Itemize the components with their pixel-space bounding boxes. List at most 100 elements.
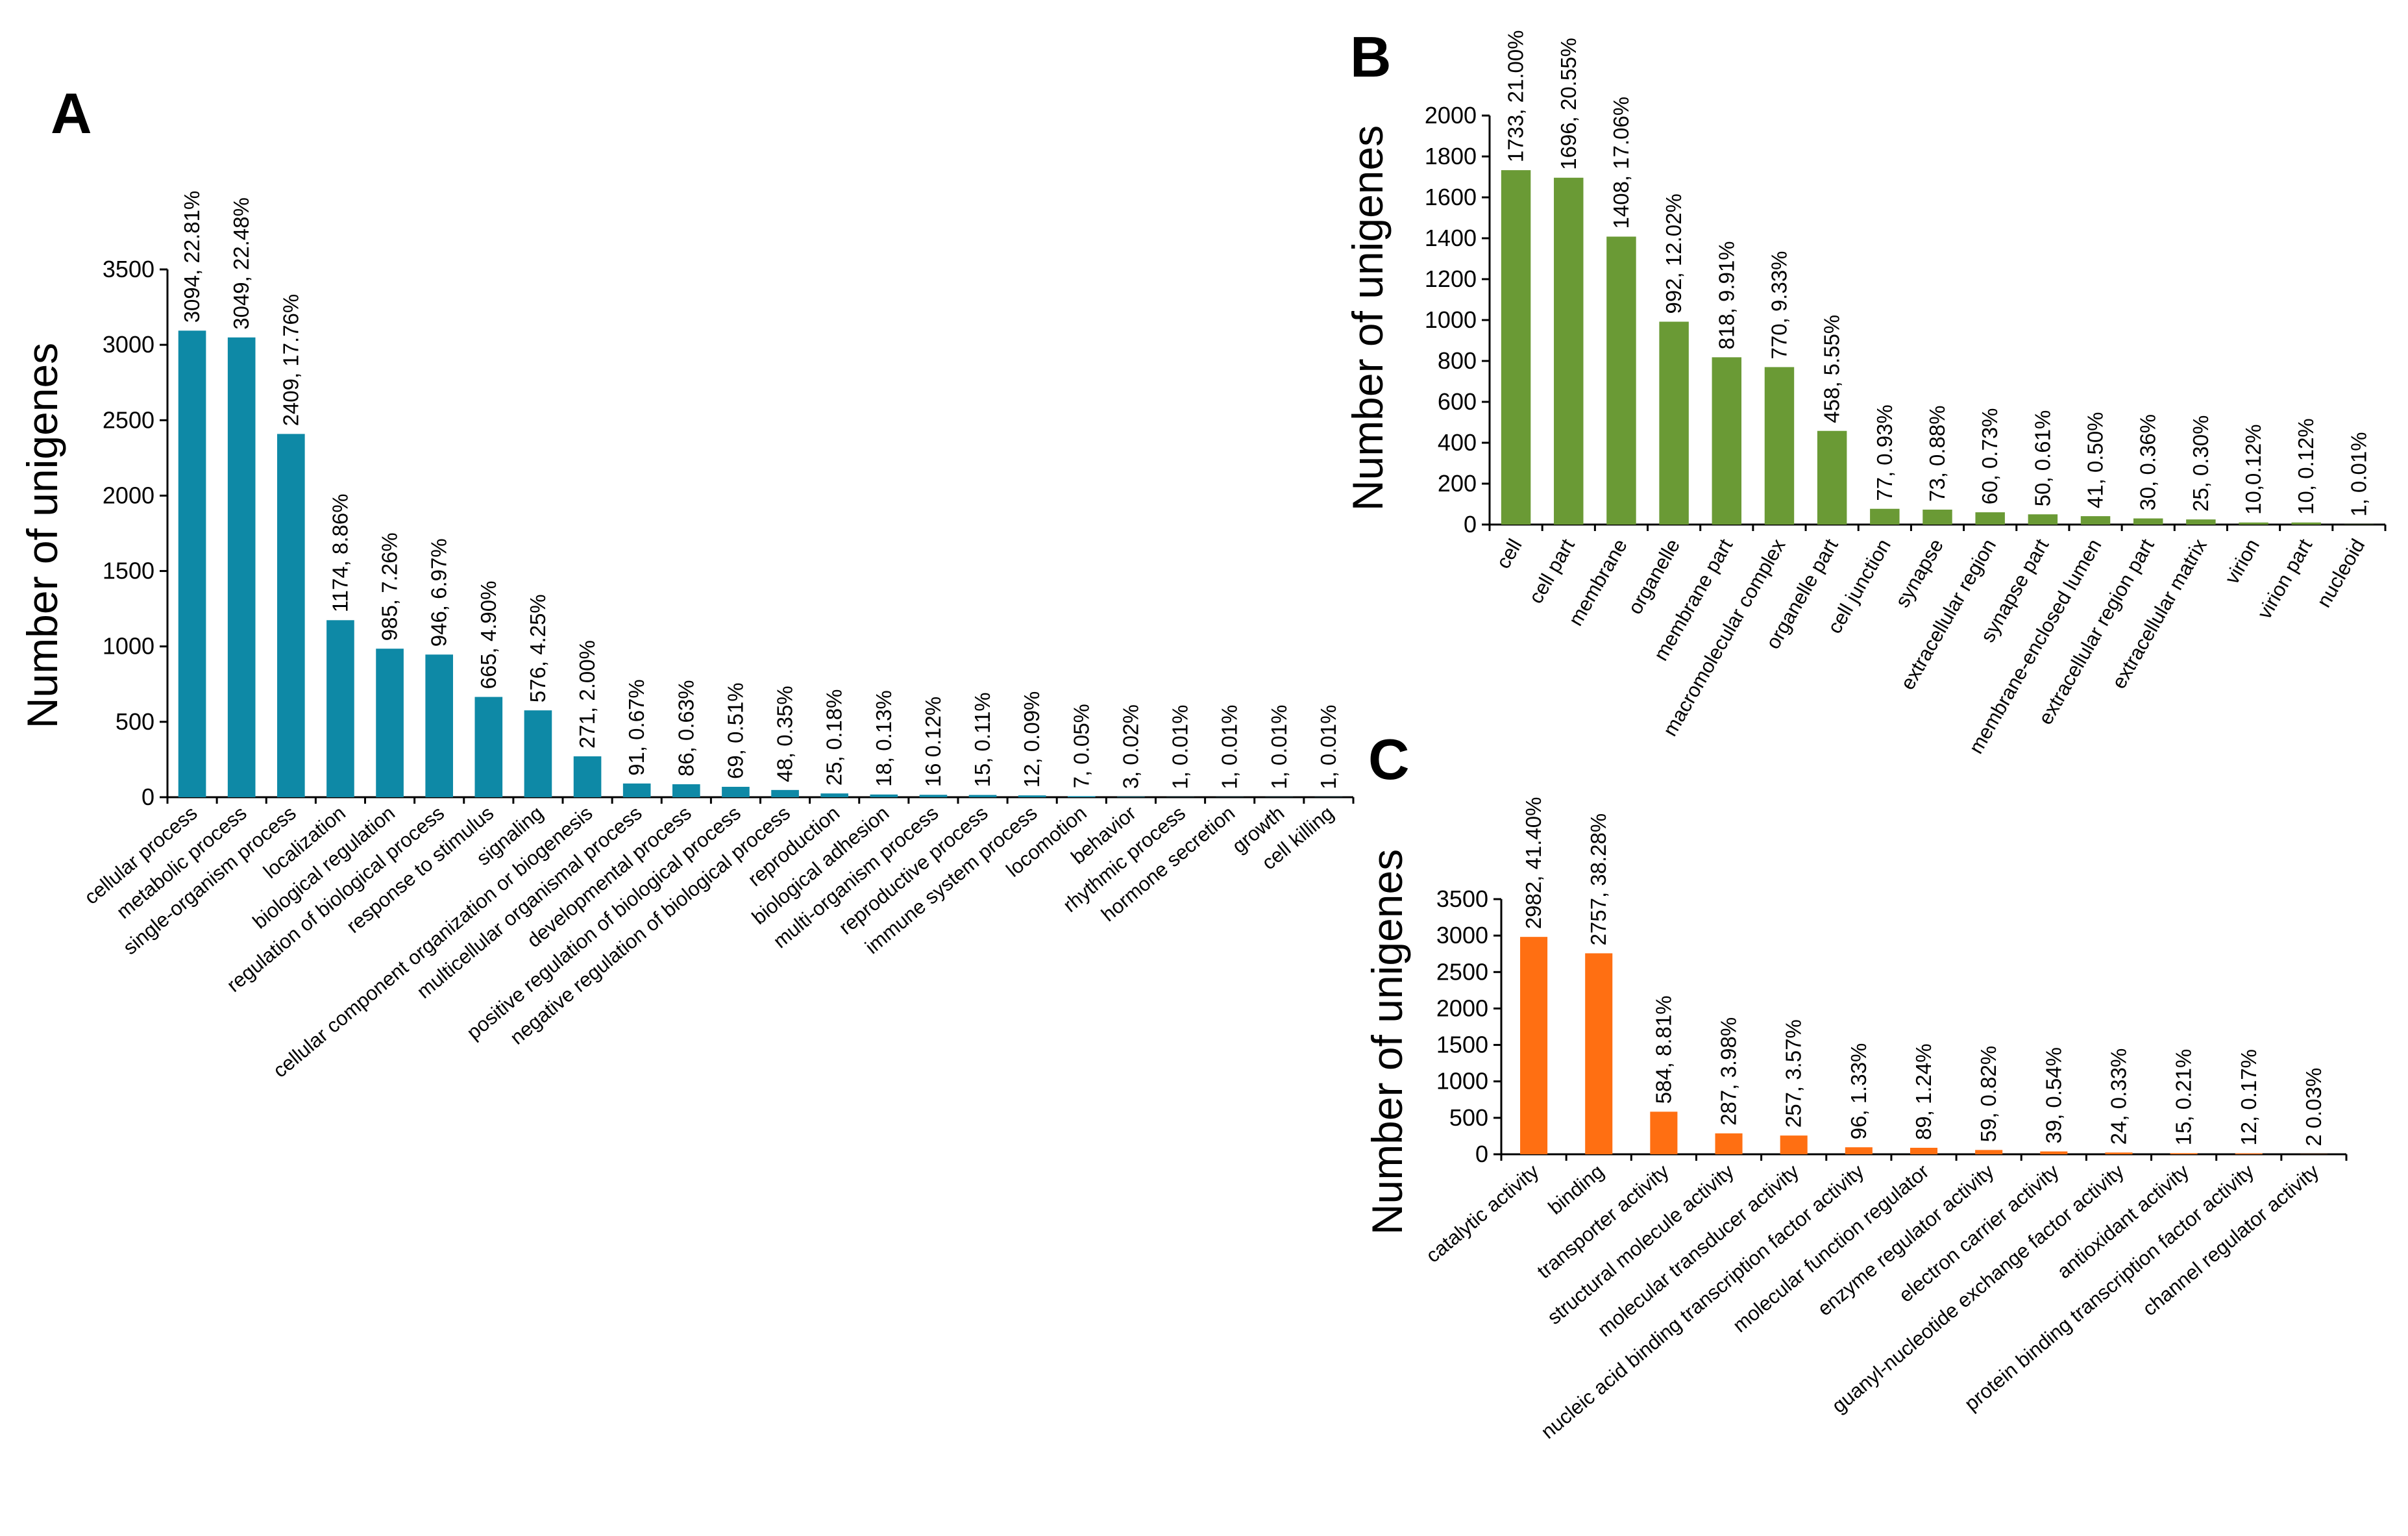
panel-c-y-axis-title: Number of unigenes	[1363, 849, 1411, 1235]
panel-c-data-label: 257, 3.57%	[1782, 1019, 1806, 1128]
panel-a-data-label: 1, 0.01%	[1316, 705, 1340, 789]
panel-b-category-label: organelle	[1623, 535, 1684, 618]
panel-b-data-label: 818, 9.91%	[1714, 241, 1738, 349]
panel-a-bar	[425, 654, 454, 797]
panel-a-y-tick-label: 0	[141, 784, 154, 810]
panel-a-bar	[474, 697, 503, 797]
panel-b-bar	[1606, 236, 1636, 525]
panel-c-data-label: 24, 0.33%	[2106, 1048, 2130, 1145]
panel-c-data-label: 12, 0.17%	[2237, 1049, 2261, 1146]
panel-a-data-label: 946, 6.97%	[427, 538, 451, 647]
panel-b-bar	[2080, 516, 2111, 525]
panel-a-data-label: 576, 4.25%	[526, 594, 550, 702]
panel-a-bar	[1067, 796, 1096, 797]
panel-b-data-label: 770, 9.33%	[1767, 251, 1791, 359]
panel-b-bar	[2028, 514, 2058, 525]
panel-a-y-tick-label: 3000	[103, 331, 154, 358]
panel-b-y-tick-label: 200	[1438, 470, 1477, 497]
panel-b-data-label: 30, 0.36%	[2136, 414, 2160, 511]
panel-a-bar	[1018, 795, 1046, 797]
panel-b-category-label: virion	[2220, 535, 2264, 588]
panel-a-data-label: 69, 0.51%	[723, 682, 747, 779]
panel-b-data-label: 1408, 17.06%	[1609, 97, 1633, 229]
panel-c-bar	[2105, 1152, 2133, 1154]
panel-a-bar	[622, 783, 651, 797]
panel-c-category-label: catalytic activity	[1421, 1159, 1543, 1267]
panel-a-bar	[870, 794, 898, 797]
panel-a-y-tick-label: 2500	[103, 406, 154, 433]
panel-c-bar	[1910, 1148, 1938, 1154]
panel-b-y-tick-label: 1200	[1425, 266, 1477, 292]
panel-b-y-tick-label: 1600	[1425, 184, 1477, 210]
panel-c-bar	[1845, 1147, 1873, 1154]
panel-c-y-tick-label: 1000	[1436, 1068, 1488, 1095]
panel-c-letter: C	[1368, 727, 1410, 791]
panel-a-data-label: 1, 0.01%	[1267, 705, 1291, 789]
panel-a-y-tick-label: 2000	[103, 482, 154, 508]
panel-a-chart: A Number of unigenes 0 500 1000 1500 2000 250…	[18, 81, 1355, 1082]
panel-b-category-label: synapse	[1891, 535, 1948, 611]
panel-a-y-tick-label: 1500	[103, 558, 154, 584]
panel-a-data-label: 271, 2.00%	[575, 640, 599, 749]
panel-b-category-label: extracellular matrix	[2107, 535, 2212, 693]
panel-c-data-label: 287, 3.98%	[1717, 1017, 1741, 1126]
panel-b-bar	[1712, 357, 1742, 525]
panel-a-data-label: 86, 0.63%	[674, 680, 698, 776]
panel-a-y-tick-label: 3500	[103, 256, 154, 282]
panel-a-data-label: 1, 0.01%	[1218, 705, 1242, 789]
panel-b-bar	[2239, 522, 2268, 525]
panel-b-data-label: 77, 0.93%	[1873, 404, 1897, 501]
panel-a-data-label: 48, 0.35%	[773, 686, 797, 782]
panel-b-category-label: nucleoid	[2312, 535, 2369, 612]
panel-c-bar	[2170, 1153, 2198, 1154]
panel-c-y-tick-label: 3000	[1436, 922, 1488, 948]
panel-c-data-label: 96, 1.33%	[1847, 1043, 1871, 1140]
panel-b-data-label: 1696, 20.55%	[1556, 38, 1580, 170]
panel-a-data-label: 1174, 8.86%	[328, 493, 352, 612]
panel-a-data-label: 985, 7.26%	[378, 532, 402, 641]
panel-a-data-label: 1, 0.01%	[1168, 705, 1192, 789]
panel-c-data-label: 2982, 41.40%	[1521, 797, 1545, 929]
panel-b-bar	[1554, 177, 1584, 525]
panel-a-bar	[968, 795, 997, 797]
panel-b-y-tick-label: 600	[1438, 388, 1477, 415]
panel-a-bar	[326, 620, 354, 797]
panel-b-bar	[1923, 510, 1952, 525]
panel-b-bar	[1659, 321, 1689, 525]
panel-b-data-label: 25, 0.30%	[2189, 415, 2213, 512]
panel-b-data-label: 41, 0.50%	[2083, 412, 2107, 508]
panel-c-chart: C Number of unigenes 0 500 1000 1500 2000 250…	[1363, 727, 2348, 1443]
panel-c-bar	[2040, 1151, 2068, 1154]
panel-a-data-label: 15, 0.11%	[970, 692, 994, 787]
panel-b-data-label: 1733, 21.00%	[1504, 30, 1528, 162]
panel-c-data-label: 15, 0.21%	[2172, 1049, 2196, 1146]
panel-b-bar	[1870, 508, 1900, 525]
panel-b-y-tick-label: 1800	[1425, 143, 1477, 169]
panel-a-data-label: 7, 0.05%	[1069, 704, 1093, 788]
panel-b-category-label: cell	[1492, 535, 1527, 573]
panel-b-bar	[1975, 512, 2005, 525]
panel-a-bar	[276, 434, 305, 797]
panel-a-bar	[524, 710, 552, 797]
panel-c-y-tick-label: 0	[1475, 1141, 1488, 1167]
panel-b-y-tick-label: 2000	[1425, 102, 1477, 129]
panel-a-data-label: 18, 0.13%	[872, 690, 896, 787]
panel-a-data-label: 91, 0.67%	[624, 679, 648, 776]
panel-b-category-label: cell part	[1524, 535, 1579, 608]
panel-a-data-label: 3049, 22.48%	[229, 197, 253, 330]
panel-a-data-label: 3094, 22.81%	[180, 191, 204, 323]
panel-c-data-label: 2 0.03%	[2302, 1068, 2326, 1146]
panel-b-y-axis-title: Number of unigenes	[1344, 125, 1392, 511]
panel-b-bar	[2186, 519, 2216, 525]
panel-c-data-label: 2757, 38.28%	[1586, 813, 1610, 946]
panel-c-data-label: 89, 1.24%	[1911, 1043, 1935, 1140]
panel-a-data-label: 25, 0.18%	[822, 689, 846, 786]
panel-a-bar	[573, 756, 602, 797]
panel-c-data-label: 59, 0.82%	[1976, 1046, 2000, 1143]
panel-b-y-tick-label: 400	[1438, 429, 1477, 456]
panel-a-bar	[771, 789, 799, 797]
panel-a-bar	[820, 793, 849, 797]
panel-c-data-label: 39, 0.54%	[2041, 1047, 2065, 1144]
panel-b-bar	[1817, 430, 1847, 525]
